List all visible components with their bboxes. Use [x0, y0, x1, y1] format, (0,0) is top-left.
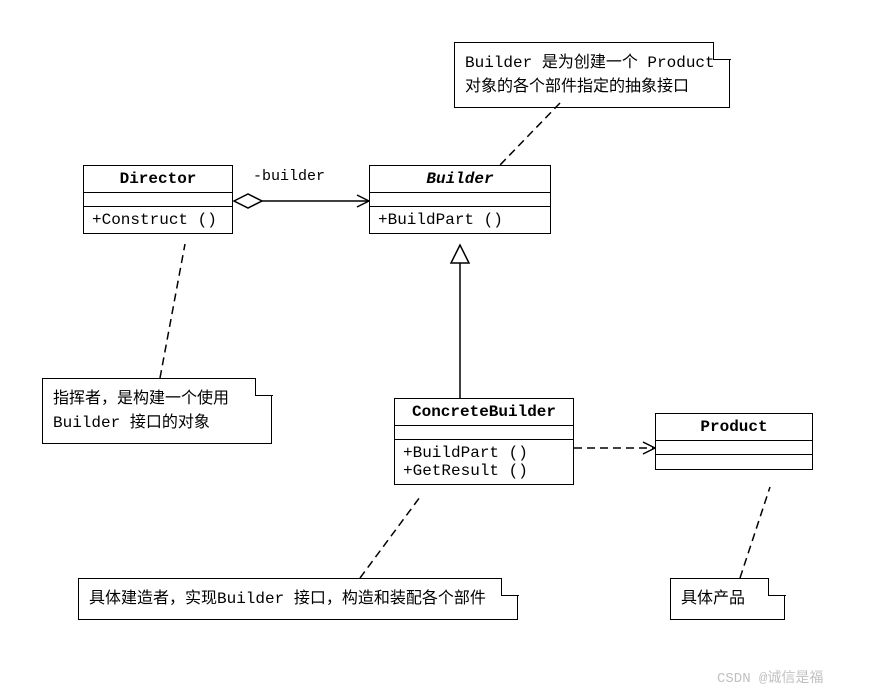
note-director-line: [160, 244, 185, 378]
class-concrete-builder: ConcreteBuilder +BuildPart () +GetResult…: [394, 398, 574, 485]
note-fold-icon: [768, 578, 786, 596]
note-builder: Builder 是为创建一个 Product 对象的各个部件指定的抽象接口: [454, 42, 730, 108]
class-title: Builder: [370, 166, 550, 193]
note-builder-line: [500, 103, 560, 165]
note-line: 指挥者，是构建一个使用: [53, 387, 261, 411]
class-title: ConcreteBuilder: [395, 399, 573, 426]
note-product-line: [740, 487, 770, 578]
edge-label-builder: -builder: [253, 168, 325, 185]
note-concrete-line: [360, 497, 420, 578]
note-line: 具体产品: [681, 587, 774, 611]
class-attrs: [84, 193, 232, 207]
note-line: 具体建造者，实现Builder 接口，构造和装配各个部件: [89, 587, 507, 611]
class-ops: +Construct (): [84, 207, 232, 233]
op: +BuildPart (): [403, 444, 565, 462]
watermark: CSDN @诚信是福: [717, 667, 823, 687]
class-ops: +BuildPart (): [370, 207, 550, 233]
aggregation-diamond-icon: [234, 194, 262, 208]
class-ops: +BuildPart () +GetResult (): [395, 440, 573, 484]
class-attrs: [395, 426, 573, 440]
note-fold-icon: [501, 578, 519, 596]
note-fold-icon: [713, 42, 731, 60]
class-title: Product: [656, 414, 812, 441]
dependency-arrow-icon: [643, 442, 655, 454]
note-line: 对象的各个部件指定的抽象接口: [465, 75, 719, 99]
inheritance-triangle-icon: [451, 245, 469, 263]
note-concrete: 具体建造者，实现Builder 接口，构造和装配各个部件: [78, 578, 518, 620]
class-attrs: [656, 441, 812, 455]
class-product: Product: [655, 413, 813, 470]
op: +Construct (): [92, 211, 224, 229]
class-ops: [656, 455, 812, 469]
op: +BuildPart (): [378, 211, 542, 229]
class-builder: Builder +BuildPart (): [369, 165, 551, 234]
class-attrs: [370, 193, 550, 207]
note-director: 指挥者，是构建一个使用 Builder 接口的对象: [42, 378, 272, 444]
class-title: Director: [84, 166, 232, 193]
aggregation-arrow-icon: [357, 195, 369, 207]
note-fold-icon: [255, 378, 273, 396]
note-line: Builder 是为创建一个 Product: [465, 51, 719, 75]
op: +GetResult (): [403, 462, 565, 480]
class-director: Director +Construct (): [83, 165, 233, 234]
note-line: Builder 接口的对象: [53, 411, 261, 435]
note-product: 具体产品: [670, 578, 785, 620]
